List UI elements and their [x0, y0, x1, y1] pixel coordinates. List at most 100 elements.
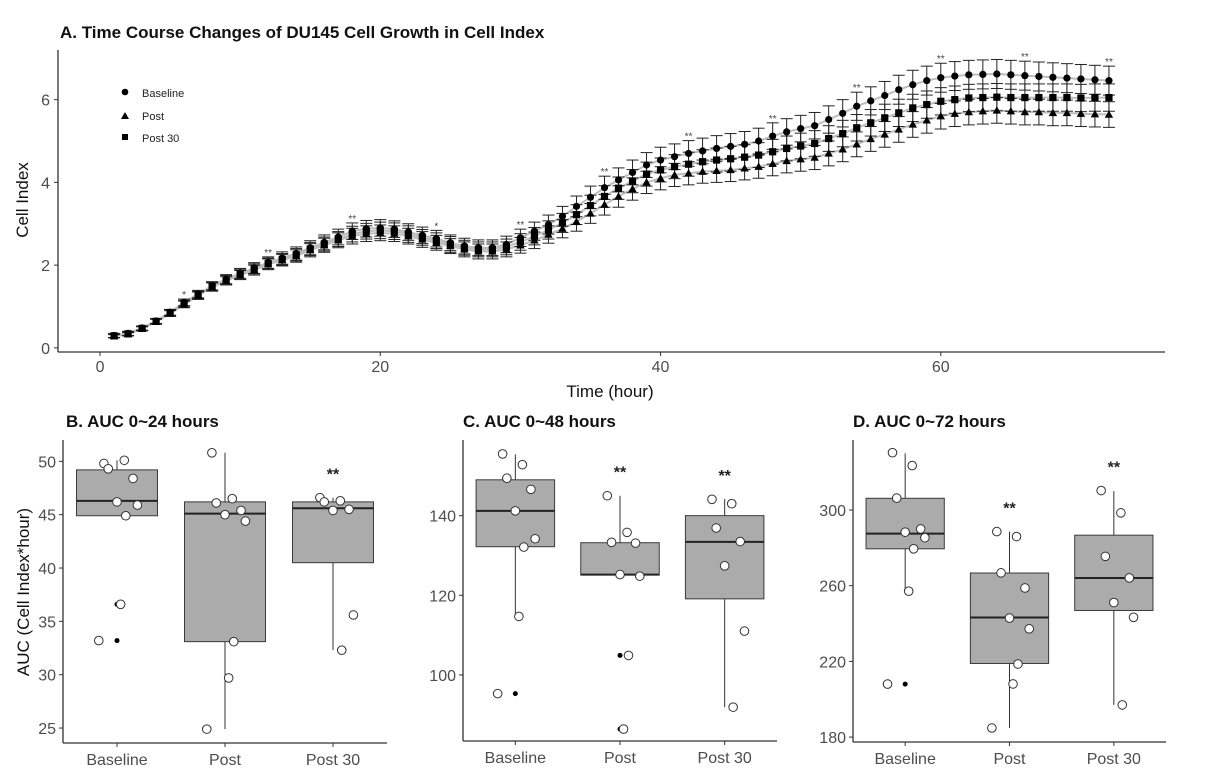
raw-data-point [530, 533, 540, 544]
panel-a-y-label: Cell Index [13, 162, 32, 238]
raw-data-point [891, 493, 902, 503]
data-point-post30 [166, 309, 174, 317]
panel-c-auc-48: C. AUC 0~48 hours 100 120 140 Baseline Post P… [429, 412, 777, 767]
data-point-post30 [320, 240, 328, 248]
data-point-baseline [642, 161, 651, 169]
data-point-post [880, 130, 889, 138]
data-point-post [1062, 108, 1072, 117]
panel-a-x-label: Time (hour) [566, 382, 653, 401]
raw-data-point [1116, 508, 1126, 518]
raw-data-point [1124, 573, 1135, 583]
data-point-baseline [558, 212, 567, 220]
y-tick-label: 0 [41, 341, 50, 358]
raw-data-point [220, 509, 230, 520]
data-point-post30 [236, 270, 244, 278]
raw-data-point [201, 724, 212, 734]
data-point-post30 [811, 139, 819, 148]
data-point-post30 [334, 235, 342, 243]
data-point-post30 [853, 124, 861, 132]
series-line-post [113, 109, 1109, 338]
data-point-baseline [853, 102, 861, 110]
data-point-post30 [769, 148, 777, 156]
data-point-baseline [727, 142, 735, 150]
raw-data-point [526, 484, 536, 495]
data-point-post30 [488, 245, 496, 254]
significance-marker: ** [685, 132, 693, 143]
significance-marker: ** [853, 83, 861, 94]
significance-marker: ** [1003, 501, 1016, 518]
panel-c-title: C. AUC 0~48 hours [463, 412, 616, 431]
data-point-post [572, 217, 581, 225]
raw-data-point [120, 510, 131, 521]
data-point-baseline [684, 149, 693, 158]
data-point-post [1104, 110, 1114, 118]
data-point-post [796, 155, 805, 163]
data-point-baseline [965, 71, 973, 79]
box-iqr [684, 515, 765, 600]
data-point-post [754, 162, 763, 170]
y-tick-label: 50 [38, 454, 56, 471]
data-point-post30 [881, 114, 889, 122]
data-point-post30 [979, 93, 987, 102]
data-point-baseline [755, 137, 763, 145]
data-point-post [600, 200, 609, 208]
raw-data-point [887, 447, 898, 458]
significance-marker: ** [348, 214, 356, 225]
raw-data-point [907, 460, 918, 471]
data-point-post30 [1035, 93, 1043, 102]
raw-data-point [615, 569, 625, 580]
raw-data-point [992, 526, 1002, 537]
data-point-post30 [586, 201, 595, 210]
data-point-post [628, 184, 637, 193]
data-point-baseline [712, 144, 721, 153]
data-point-post30 [278, 255, 286, 263]
data-point-baseline [698, 147, 707, 155]
raw-data-point [882, 679, 893, 689]
significance-marker: ** [718, 468, 731, 485]
panel-b-y-label: AUC (Cell Index*hour) [14, 508, 33, 676]
data-point-post [852, 140, 861, 148]
panel-b-auc-24: B. AUC 0~24 hours AUC (Cell Index*hour) … [14, 412, 387, 769]
data-point-baseline [1049, 73, 1057, 81]
raw-data-point [119, 455, 130, 466]
data-point-post30 [264, 259, 272, 268]
data-point-baseline [881, 91, 889, 100]
data-point-post30 [446, 240, 454, 249]
data-point-post30 [544, 226, 553, 234]
raw-data-point [510, 506, 521, 516]
x-tick-label: 0 [96, 359, 105, 376]
data-point-post [642, 178, 651, 186]
data-point-post30 [1077, 94, 1085, 102]
data-point-post30 [1091, 93, 1099, 102]
data-point-post30 [530, 232, 539, 240]
box-iqr [184, 501, 266, 643]
data-point-post30 [839, 129, 847, 138]
raw-data-point [502, 473, 512, 484]
raw-data-point [1020, 583, 1030, 593]
data-point-post [558, 224, 567, 232]
raw-data-point [915, 524, 926, 534]
raw-data-point [1100, 551, 1111, 562]
data-point-baseline [895, 86, 903, 94]
data-point-post [1076, 109, 1086, 117]
raw-data-point [497, 449, 508, 459]
data-point-post30 [572, 211, 581, 219]
data-point-post30 [712, 156, 721, 164]
data-point-baseline [1021, 72, 1029, 80]
data-point-post30 [797, 142, 805, 150]
raw-data-point [492, 688, 503, 699]
data-point-post30 [362, 227, 370, 235]
data-point-post [810, 153, 819, 161]
raw-data-point [711, 523, 721, 533]
data-point-post [670, 170, 679, 179]
data-point-post30 [222, 276, 230, 284]
data-point-baseline [572, 202, 581, 210]
data-point-baseline [670, 153, 679, 161]
data-point-post [964, 107, 974, 116]
significance-marker: ** [769, 114, 777, 125]
box-iqr [580, 542, 660, 576]
data-point-baseline [586, 193, 595, 201]
data-point-post [586, 209, 595, 217]
raw-data-point [1109, 597, 1119, 608]
data-point-post30 [418, 233, 426, 242]
